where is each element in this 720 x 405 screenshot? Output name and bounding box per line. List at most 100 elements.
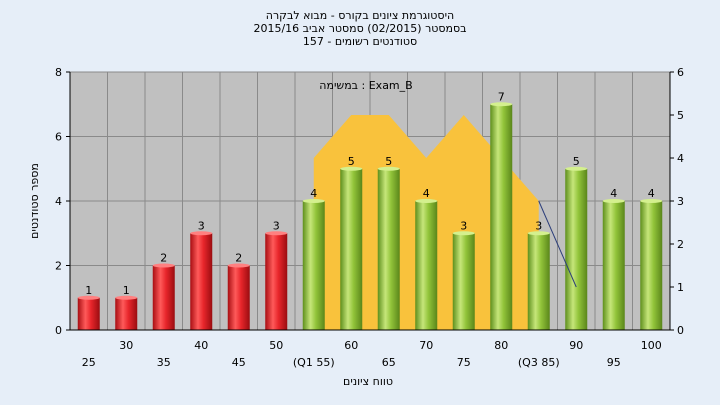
y-tick-label: 0: [55, 324, 62, 337]
x-tick-label: 100: [641, 339, 662, 352]
bar-(Q3 85): [527, 231, 550, 330]
y-tick-label: 6: [55, 131, 62, 144]
value-label: 3: [460, 219, 467, 232]
value-label: 4: [648, 187, 655, 200]
bar-90: [565, 166, 588, 330]
bar-body: [302, 201, 325, 330]
bar-cap: [452, 231, 475, 236]
bar-body: [640, 201, 663, 330]
chart-annotation: במשימה : Exam_B: [319, 79, 412, 92]
bar-body: [377, 168, 400, 330]
value-label: 4: [423, 187, 430, 200]
value-labels: 1 1 2 3 2 3 4 5 5 4 3 7 3 5 4 4: [85, 90, 655, 297]
bar-body: [190, 233, 213, 330]
x-tick-label: (Q3 85): [518, 356, 560, 369]
bar-25: [77, 295, 100, 330]
bar-70: [415, 199, 438, 330]
bar-cap: [340, 166, 363, 171]
bar-cap: [377, 166, 400, 171]
y2-tick-label: 4: [677, 152, 684, 165]
bar-cap: [77, 295, 100, 300]
bar-body: [152, 265, 175, 330]
bar-40: [190, 231, 213, 330]
x-tick-label: 30: [119, 339, 133, 352]
x-tick-label: 45: [232, 356, 246, 369]
bar-body: [565, 168, 588, 330]
value-label: 5: [348, 155, 355, 168]
y2-tick-label: 0: [677, 324, 684, 337]
bar-100: [640, 199, 663, 330]
bar-body: [602, 201, 625, 330]
x-tick-label: 25: [82, 356, 96, 369]
x-tick-label: 80: [494, 339, 508, 352]
x-tick-label: 60: [344, 339, 358, 352]
bar-cap: [415, 199, 438, 203]
bar-body: [452, 233, 475, 330]
bar-cap: [265, 231, 288, 236]
value-label: 4: [310, 187, 317, 200]
bar-30: [115, 295, 138, 330]
bar-cap: [565, 166, 588, 171]
value-label: 3: [535, 219, 542, 232]
bar-35: [152, 263, 175, 330]
x-tick-label: 90: [569, 339, 583, 352]
bar-body: [527, 233, 550, 330]
bar-body: [227, 265, 250, 330]
y-tick-label: 4: [55, 195, 62, 208]
bar-50: [265, 231, 288, 330]
bar-cap: [602, 199, 625, 203]
x-tick-label: (Q1 55): [293, 356, 335, 369]
bar-body: [340, 168, 363, 330]
y-tick-label: 8: [55, 66, 62, 79]
line-series-path: [538, 200, 577, 288]
bar-80: [490, 102, 513, 330]
x-tick-label: 50: [269, 339, 283, 352]
bar-45: [227, 263, 250, 330]
value-label: 1: [123, 284, 130, 297]
value-label: 4: [610, 187, 617, 200]
bar-body: [490, 104, 513, 330]
bar-(Q1 55): [302, 199, 325, 330]
y-axis-title: מספר סטודנטים: [28, 163, 41, 239]
title-line-2: בסמסטר (02/2015) סמסטר אביב 2015/16: [253, 22, 466, 35]
title-line-1: היסטוגרמת ציונים בקורס - מבוא לבקרה: [266, 9, 454, 22]
bar-body: [415, 201, 438, 330]
x-tick-label: 65: [382, 356, 396, 369]
value-label: 3: [198, 219, 205, 232]
value-label: 2: [235, 252, 242, 265]
y2-tick-label: 1: [677, 281, 684, 294]
bar-cap: [115, 295, 138, 300]
value-label: 1: [85, 284, 92, 297]
y2-tick-label: 2: [677, 238, 684, 251]
bar-95: [602, 199, 625, 330]
bar-60: [340, 166, 363, 330]
x-tick-label: 40: [194, 339, 208, 352]
x-axis-title: טווח ציונים: [343, 375, 393, 388]
value-label: 3: [273, 219, 280, 232]
bar-cap: [640, 199, 663, 203]
bar-body: [77, 297, 100, 330]
bar-body: [265, 233, 288, 330]
bar-cap: [302, 199, 325, 203]
value-label: 5: [385, 155, 392, 168]
y-tick-label: 2: [55, 260, 62, 273]
bar-body: [115, 297, 138, 330]
line-series: [538, 200, 577, 288]
bar-cap: [227, 263, 250, 268]
value-label: 7: [498, 90, 505, 103]
x-tick-label: 75: [457, 356, 471, 369]
bar-65: [377, 166, 400, 330]
value-label: 2: [160, 252, 167, 265]
bar-75: [452, 231, 475, 330]
bar-cap: [490, 102, 513, 107]
x-tick-label: 95: [607, 356, 621, 369]
y2-tick-label: 5: [677, 109, 684, 122]
bar-cap: [152, 263, 175, 268]
bar-cap: [527, 231, 550, 236]
title-line-3: סטודנטים רשומים - 157: [303, 35, 417, 48]
bar-cap: [190, 231, 213, 236]
chart-title: היסטוגרמת ציונים בקורס - מבוא לבקרהבסמסט…: [253, 9, 466, 48]
